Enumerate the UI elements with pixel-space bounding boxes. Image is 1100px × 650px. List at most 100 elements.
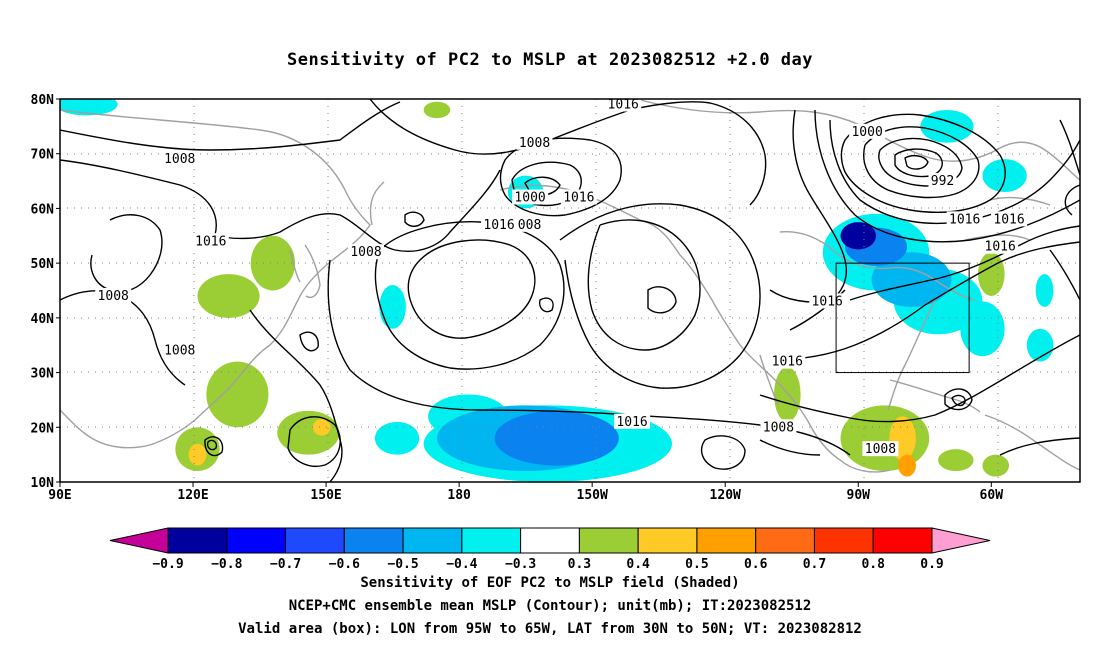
colorbar-max-triangle: [931, 527, 991, 554]
latitude-label: 10N: [31, 476, 55, 491]
sensitivity-blob: [898, 454, 916, 477]
sensitivity-blob: [250, 235, 296, 291]
contour-label: 1016: [772, 355, 803, 370]
map-frame: [59, 98, 1081, 483]
contour-label: 1016: [563, 190, 594, 205]
contour-label: 1000: [514, 190, 545, 205]
longitude-label: 90W: [847, 488, 871, 503]
contour-label-bg: [614, 413, 651, 429]
colorbar-tick-label: 0.6: [744, 557, 768, 572]
colorbar-bin: [520, 527, 580, 554]
colorbar-bin: [226, 527, 287, 554]
contour-label-bg: [481, 216, 518, 232]
colorbar-bin: [872, 527, 933, 554]
sensitivity-blob: [197, 274, 260, 318]
colorbar-bin: [167, 527, 228, 554]
longitude-label: 60W: [980, 488, 1004, 503]
caption-line-3: Valid area (box): LON from 95W to 65W, L…: [238, 621, 862, 637]
contour-label: 992: [931, 174, 954, 189]
colorbar-tick-label: −0.8: [211, 557, 242, 572]
contour-label-bg: [560, 189, 597, 205]
contour-label-bg: [982, 238, 1019, 254]
contour-label: 1000: [851, 125, 882, 140]
contour-label: 1016: [985, 240, 1016, 255]
colorbar-tick-label: −0.5: [387, 557, 418, 572]
contour-label-bg: [946, 211, 983, 227]
colorbar-bin: [813, 527, 874, 554]
latitude-label: 40N: [31, 312, 55, 327]
sensitivity-blob: [871, 252, 952, 307]
contour-label: 1008: [350, 245, 381, 260]
sensitivity-blob: [840, 222, 876, 250]
contour-label: 1008: [164, 344, 195, 359]
contour-label: 1016: [195, 234, 226, 249]
contour-label-bg: [161, 151, 198, 167]
longitude-label: 180: [447, 488, 471, 503]
contour-label: 1016: [483, 218, 514, 233]
contour-label-bg: [512, 189, 549, 205]
sensitivity-blob: [60, 99, 118, 116]
sensitivity-blob: [206, 361, 269, 428]
colorbar-tick-label: −0.7: [270, 557, 301, 572]
contour-label: 1016: [812, 294, 843, 309]
colorbar-bin: [755, 527, 815, 554]
contour-label-bg: [991, 211, 1028, 227]
contour-label: 1008: [865, 442, 896, 457]
colorbar-bin: [285, 527, 345, 554]
colorbar-bin: [637, 527, 698, 554]
colorbar-min-triangle: [109, 527, 169, 554]
contour-label: 1016: [949, 212, 980, 227]
latitude-label: 70N: [31, 148, 55, 163]
contour-label-bg: [849, 123, 886, 139]
sensitivity-blob: [374, 421, 420, 455]
latitude-label: 50N: [31, 257, 55, 272]
colorbar-bin: [578, 527, 639, 554]
colorbar-tick-label: 0.7: [803, 557, 826, 572]
sensitivity-blob: [379, 285, 406, 329]
colorbar-tick-label: −0.9: [152, 557, 183, 572]
sensitivity-blob: [423, 101, 451, 119]
contour-label: 1008: [98, 289, 129, 304]
colorbar: −0.9 −0.8 −0.7 −0.6 −0.5 −0.4 −0.3 0.3 0.4 0.5 0.6…: [109, 527, 991, 572]
longitude-label: 150W: [577, 488, 608, 503]
contour-label: 1008: [519, 136, 550, 151]
latitude-labels: 80N 70N 60N 50N 40N 30N 20N 10N: [31, 93, 60, 491]
contour-label-bg: [161, 342, 198, 358]
latitude-label: 30N: [31, 367, 55, 382]
contour-label: 1016: [616, 415, 647, 430]
colorbar-tick-label: 0.3: [568, 557, 591, 572]
valid-area-box: [835, 262, 970, 374]
contour-label-bg: [348, 244, 384, 260]
latitude-label: 60N: [31, 202, 55, 217]
colorbar-tick-label: −0.3: [505, 557, 536, 572]
colorbar-tick-label: 0.5: [685, 557, 708, 572]
contour-label-bg: [516, 134, 553, 150]
colorbar-tick-label: 0.8: [861, 557, 885, 572]
contour-label-bg: [928, 173, 957, 189]
contour-label: 1016: [608, 97, 639, 112]
colorbar-tick-label: 0.9: [920, 557, 943, 572]
sensitivity-blob: [188, 443, 207, 466]
chart-title: Sensitivity of PC2 to MSLP at 2023082512…: [286, 50, 813, 70]
contour-label-bg: [760, 419, 797, 435]
coastlines: [60, 99, 1080, 473]
longitude-label: 120W: [710, 488, 741, 503]
sensitivity-blob: [920, 109, 974, 143]
colorbar-tick-label: −0.4: [446, 557, 477, 572]
contour-label-bg: [862, 441, 899, 457]
contour-label: 1008: [164, 152, 195, 167]
sensitivity-blob: [982, 454, 1010, 477]
sensitivity-blob: [1035, 274, 1054, 307]
longitude-label: 120E: [177, 488, 208, 503]
contour-label-bg: [605, 96, 642, 112]
longitude-labels: 90E 120E 150E 180 150W 120W 90W 60W: [48, 482, 1003, 503]
sensitivity-blob: [938, 449, 974, 472]
colorbar-bin: [696, 527, 757, 554]
contour-label-bg: [192, 233, 229, 249]
sensitivity-blob: [774, 367, 801, 422]
colorbar-tick-label: 0.4: [626, 557, 650, 572]
contour-label: 1008: [763, 420, 794, 435]
latitude-label: 20N: [31, 421, 55, 436]
contour-label-bg: [769, 353, 806, 369]
